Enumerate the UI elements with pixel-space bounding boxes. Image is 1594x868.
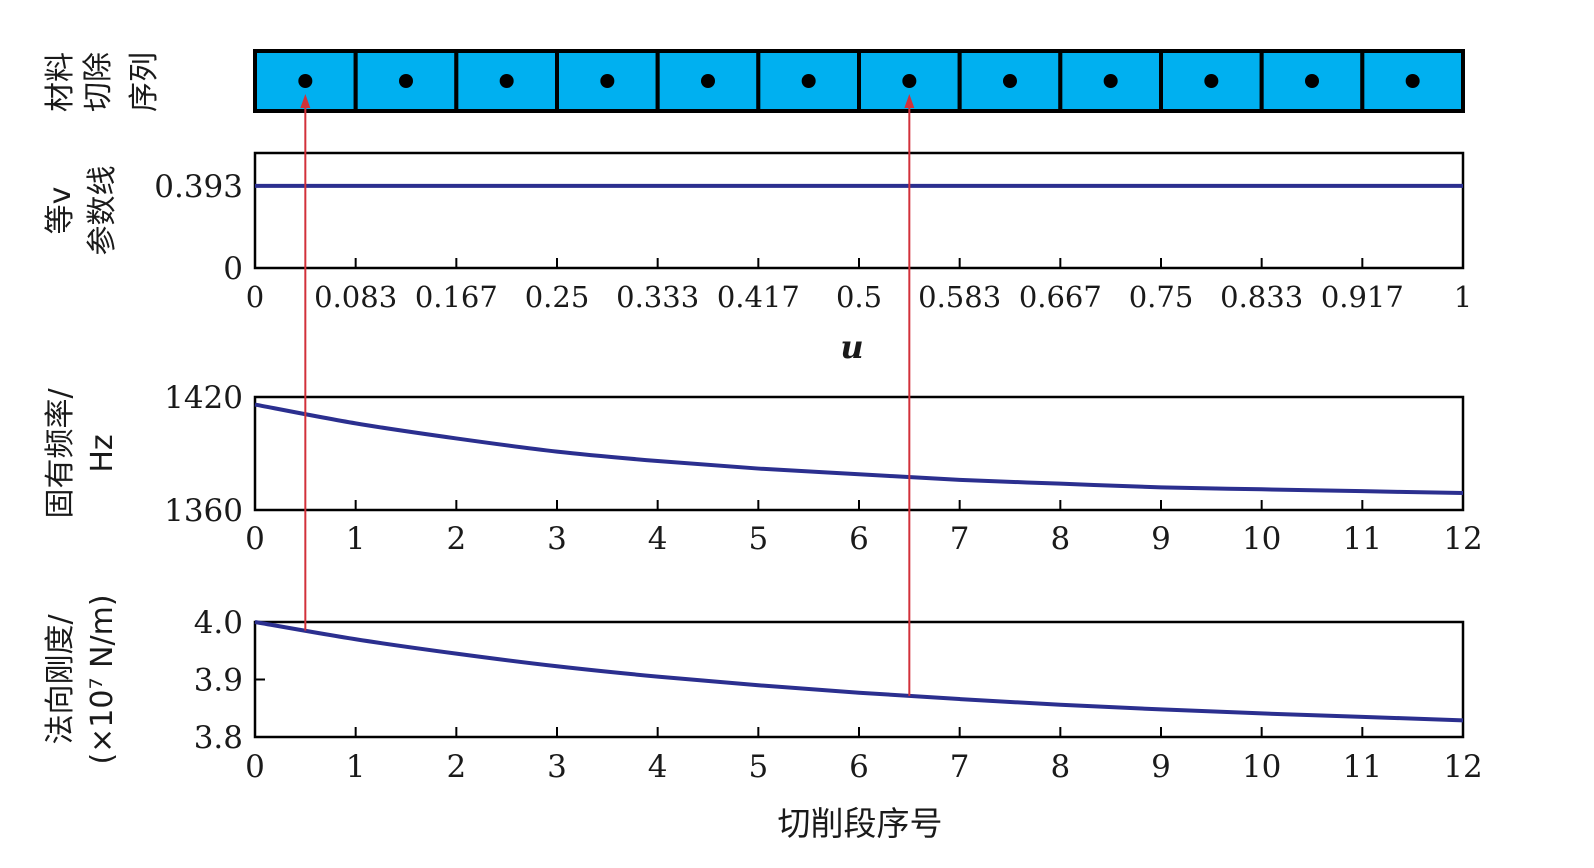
iso-v-xlabel: u	[840, 328, 863, 366]
iso-v-xtick-label: 0.083	[314, 280, 397, 314]
frequency-ytick-label: 1420	[164, 380, 243, 416]
stiffness-ytick-label: 3.9	[194, 663, 243, 699]
material-sequence-ylabel-line-1: 切除	[81, 52, 116, 112]
iso-v-ylabel-line-0: 等v	[43, 187, 78, 235]
frequency-xtick-label: 2	[446, 521, 466, 557]
stiffness-xtick-label: 4	[648, 749, 668, 785]
sequence-cell-dot	[801, 74, 816, 88]
sequence-cell-dot	[701, 74, 715, 88]
iso-v-xtick-label: 0.833	[1220, 280, 1303, 314]
frequency-xtick-label: 5	[748, 521, 768, 557]
stiffness-xtick-label: 8	[1050, 749, 1070, 785]
frequency-series	[254, 402, 1464, 496]
sequence-cell-dot	[499, 74, 514, 88]
stiffness-xlabel: 切削段序号	[778, 804, 943, 843]
stiffness-xtick-label: 2	[446, 749, 466, 785]
iso-v-xtick-label: 0.25	[525, 280, 590, 314]
frequency-ylabel-line-0: 固有频率/	[43, 388, 78, 519]
material-sequence-ylabel: 材料 切除 序列	[43, 52, 162, 112]
stiffness-xtick-label: 10	[1242, 749, 1281, 785]
iso-v-ytick-label: 0	[223, 251, 243, 287]
frequency-ytick-label: 1360	[164, 493, 243, 529]
frequency-xtick-label: 0	[245, 521, 265, 557]
iso-v-ylabel-line-1: 参数线	[85, 166, 120, 256]
sequence-cell	[957, 49, 1063, 113]
frequency-xtick-label: 12	[1443, 521, 1482, 557]
iso-v-xtick-label: 0.667	[1019, 280, 1102, 314]
frequency-ylabel: 固有频率/Hz	[43, 388, 120, 519]
stiffness-ylabel: 法向刚度/(×10⁷ N/m)	[43, 594, 120, 764]
frequency-xtick-label: 11	[1343, 521, 1382, 557]
stiffness-xtick-label: 1	[346, 749, 366, 785]
stiffness-ytick-label: 4.0	[194, 605, 243, 641]
iso-v-xtick-label: 0.583	[918, 280, 1001, 314]
iso-v-xtick-label: 0.917	[1321, 280, 1404, 314]
stiffness-xtick-label: 6	[849, 749, 869, 785]
sequence-cell-dot	[1305, 74, 1319, 88]
stiffness-xtick-label: 0	[245, 749, 265, 785]
iso-v-xtick-label: 0.417	[717, 280, 800, 314]
frequency-ylabel-line-1: Hz	[85, 434, 120, 472]
iso-v-ticks: 0.393 00 0.083 0.167 0.25 0.333 0.417 0.5 0.583 0…	[154, 169, 1472, 314]
iso-v-ylabel: 等v 参数线	[43, 166, 120, 256]
stiffness-xtick-label: 9	[1151, 749, 1171, 785]
stiffness-xtick-label: 11	[1343, 749, 1382, 785]
frequency-xtick-label: 1	[346, 521, 366, 557]
stiffness-frame	[253, 620, 1465, 739]
sequence-cell-dot	[1103, 74, 1118, 88]
iso-v-xtick-label: 1	[1454, 280, 1472, 314]
frequency-frame	[253, 395, 1465, 512]
iso-v-xtick-label: 0.75	[1129, 280, 1194, 314]
iso-v-xtick-label: 0.167	[415, 280, 498, 314]
frequency-xtick-label: 3	[547, 521, 567, 557]
stiffness-ylabel-line-1: (×10⁷ N/m)	[85, 594, 120, 764]
connection-arrow-head	[904, 94, 915, 108]
stiffness-panel: 法向刚度/(×10⁷ N/m) 4.03.93.80 1 2 3 4 5 6 7 8 9 10 11 1…	[43, 594, 1483, 843]
iso-v-frame	[253, 151, 1465, 270]
iso-v-xtick-label: 0.5	[836, 280, 882, 314]
stiffness-series	[254, 620, 1464, 723]
sequence-cell-dot	[399, 74, 413, 88]
sequence-cell-dot	[1003, 74, 1017, 88]
frequency-line	[254, 402, 1464, 496]
sequence-cell-dot	[298, 74, 313, 88]
connection-arrows	[300, 94, 915, 696]
material-sequence-ylabel-line-0: 材料	[43, 52, 78, 112]
sequence-cell-dot	[1405, 74, 1420, 88]
material-sequence-cells	[253, 49, 1466, 113]
frequency-xtick-label: 8	[1050, 521, 1070, 557]
iso-v-xtick-label: 0	[246, 280, 264, 314]
material-sequence-ylabel-line-2: 序列	[127, 52, 162, 112]
stiffness-ytick-label: 3.8	[194, 720, 243, 756]
stiffness-ylabel-line-0: 法向刚度/	[43, 614, 78, 745]
connection-arrow-head	[300, 94, 311, 108]
sequence-cell-dot	[902, 74, 917, 88]
stiffness-xtick-label: 3	[547, 749, 567, 785]
iso-v-xtick-label: 0.333	[616, 280, 699, 314]
stiffness-xtick-label: 5	[748, 749, 768, 785]
frequency-xtick-label: 9	[1151, 521, 1171, 557]
frequency-xtick-label: 4	[648, 521, 668, 557]
material-sequence-panel: 材料 切除 序列	[43, 49, 1466, 113]
stiffness-xtick-label: 12	[1443, 749, 1482, 785]
sequence-cell-dot	[1204, 74, 1219, 88]
sequence-cell-dot	[600, 74, 615, 88]
frequency-xtick-label: 7	[950, 521, 970, 557]
stiffness-xtick-label: 7	[950, 749, 970, 785]
iso-v-ytick-label: 0.393	[154, 169, 243, 205]
iso-v-panel: 等v 参数线 0.393 00 0.083 0.167 0.25 0.333 0.417 0.5…	[43, 151, 1472, 366]
frequency-xtick-label: 6	[849, 521, 869, 557]
stiffness-line	[254, 620, 1464, 723]
stiffness-ticks: 4.03.93.80 1 2 3 4 5 6 7 8 9 10 11 12	[194, 605, 1483, 785]
frequency-xtick-label: 10	[1242, 521, 1281, 557]
